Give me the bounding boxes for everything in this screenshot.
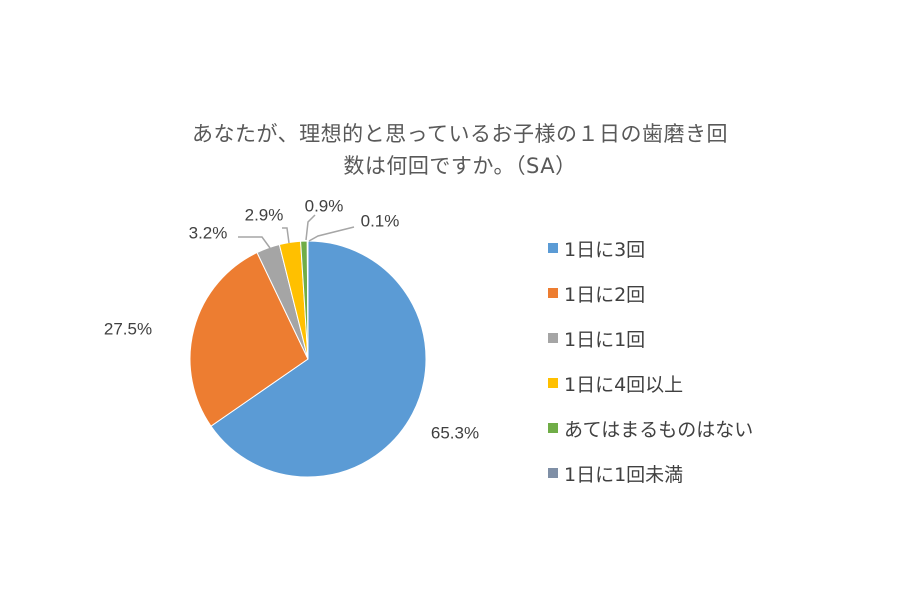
legend-swatch (548, 423, 558, 433)
legend-label: 1日に1回 (564, 328, 646, 351)
leader-lines (238, 214, 355, 249)
data-label: 0.9% (305, 196, 344, 215)
pie-slice (189, 251, 309, 427)
leader-line (282, 227, 290, 244)
legend-swatch (548, 288, 558, 298)
pie-slices (189, 240, 427, 478)
legend-label: 1日に2回 (564, 283, 646, 306)
data-labels: 65.3% 27.5% 3.2% 2.9% 0.9% 0.1% (104, 196, 479, 442)
legend-item: 1日に1回未満 (548, 458, 848, 488)
pie-slice (210, 240, 427, 478)
legend-swatch (548, 378, 558, 388)
leader-line (238, 236, 271, 249)
legend-swatch (548, 333, 558, 343)
chart-title: あなたが、理想的と思っているお子様の１日の歯磨き回 数は何回ですか。（SA） (140, 118, 780, 182)
legend-label: 1日に4回以上 (564, 373, 684, 396)
leader-line (308, 226, 355, 242)
legend-label: あてはまるものはない (564, 418, 754, 441)
legend-item: 1日に3回 (548, 233, 848, 263)
legend-item: あてはまるものはない (548, 413, 848, 443)
pie-slice (306, 240, 309, 360)
chart-title-line-2: 数は何回ですか。（SA） (343, 154, 577, 178)
chart-title-line-1: あなたが、理想的と思っているお子様の１日の歯磨き回 (191, 122, 729, 146)
data-label: 65.3% (431, 423, 479, 442)
data-label: 3.2% (189, 223, 228, 242)
legend-item: 1日に1回 (548, 323, 848, 353)
legend-label: 1日に1回未満 (564, 463, 684, 486)
legend-swatch (548, 243, 558, 253)
leader-line (305, 214, 316, 241)
legend: 1日に3回 1日に2回 1日に1回 1日に4回以上 あてはまるものはない 1日に… (548, 233, 848, 503)
legend-item: 1日に4回以上 (548, 368, 848, 398)
legend-label: 1日に3回 (564, 238, 646, 261)
data-label: 0.1% (361, 211, 400, 230)
legend-item: 1日に2回 (548, 278, 848, 308)
data-label: 27.5% (104, 319, 152, 338)
legend-swatch (548, 468, 558, 478)
data-label: 2.9% (245, 205, 284, 224)
